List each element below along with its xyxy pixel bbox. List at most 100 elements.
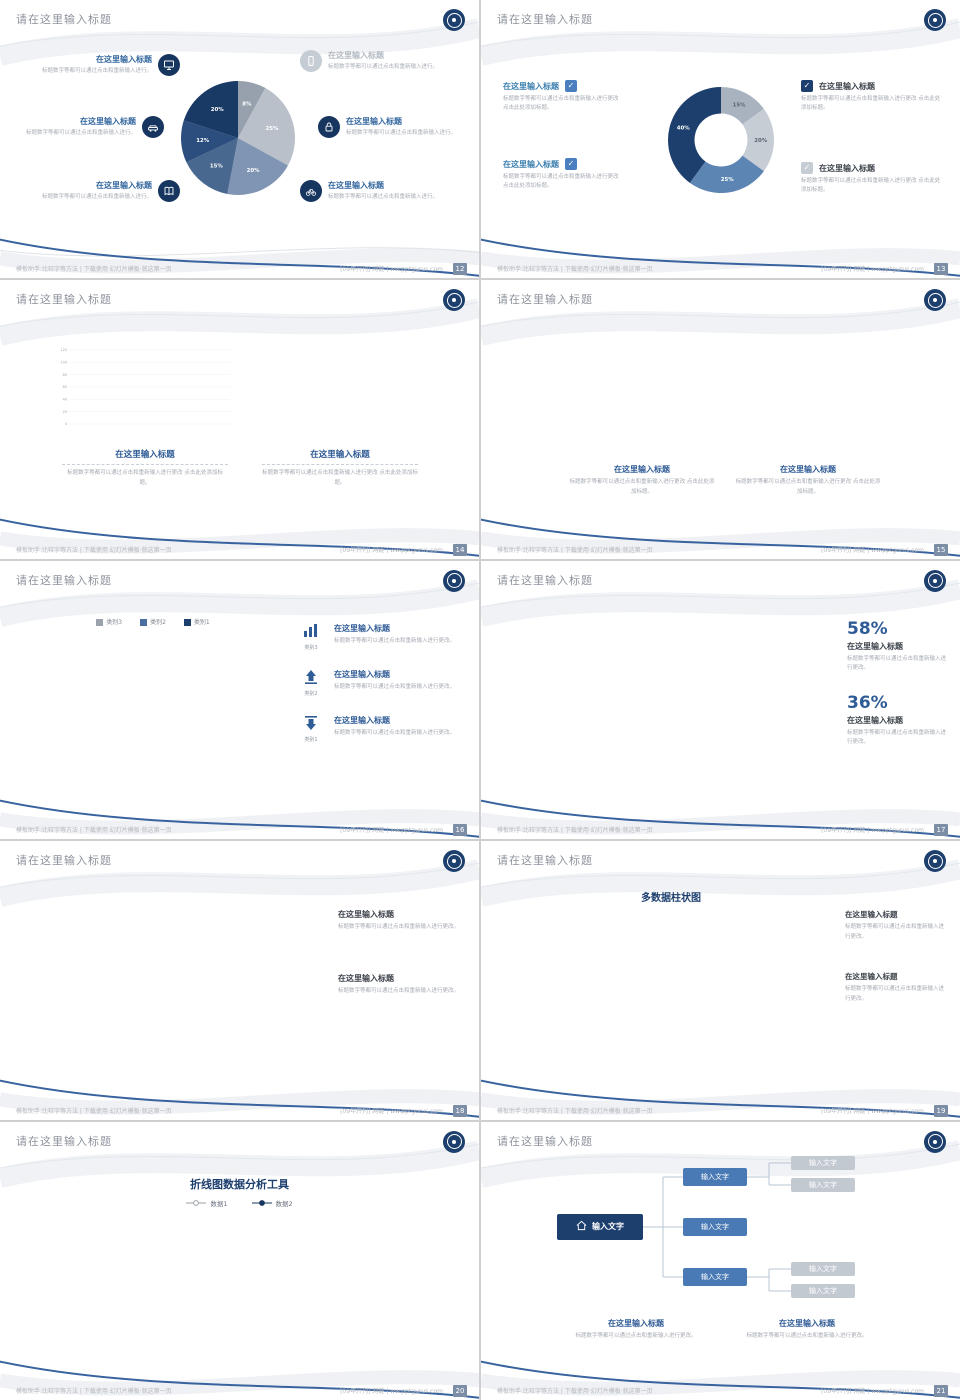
block-title: 在这里输入标题 (334, 669, 390, 679)
checkbox-icon: ✓ (801, 80, 813, 92)
checkbox-icon: ✓ (565, 80, 577, 92)
legend-item: 类别1 (183, 617, 210, 626)
callout-item: 在这里输入标题 标题数字等都可以通过点击和重新输入进行。 (300, 50, 458, 72)
footer-left-text: 模板助手:比较字等方法 | 下载使用·幻灯片模板·就这第一页 (16, 1387, 172, 1395)
block-title: 在这里输入标题 (614, 465, 670, 475)
slide-title: 请在这里输入标题 (16, 293, 112, 307)
callout-title: 在这里输入标题 (80, 117, 136, 126)
checkbox-icon: ✓ (565, 158, 577, 170)
slide-thumbnail-4[interactable]: 请在这里输入标题 在这里输入标题 标题数字等都可以通过点击和重新输入进行更改 点… (481, 280, 960, 559)
footer-right-text: [09年开刊] 网链 | ww.pptgurus.com (340, 1387, 443, 1395)
cone-chart (545, 334, 901, 446)
callout-item: 在这里输入标题 标题数字等都可以通过点击和重新输入进行。 (26, 180, 180, 202)
bar-chart (260, 342, 424, 434)
block-title: 在这里输入标题 (334, 715, 390, 725)
callout-body: 标题数字等都可以通过点击和重新输入进行。 (41, 68, 152, 74)
slide-thumbnail-5[interactable]: 请在这里输入标题 类别3 类别2 类别1 类别3 在这里输入标题 标题数字等都可… (0, 560, 479, 840)
block-title: 在这里输入标题 (608, 1318, 664, 1328)
feature-item: 类别3 在这里输入标题 标题数字等都可以通过点击和重新输入进行更改。 (296, 623, 468, 651)
slide-footer: 模板助手:比较字等方法 | 下载使用·幻灯片模板·就这第一页 [09年开刊] 网… (497, 1386, 924, 1395)
footer-left-text: 模板助手:比较字等方法 | 下载使用·幻灯片模板·就这第一页 (16, 1107, 172, 1115)
block-body: 标题数字等都可以通过点击和重新输入进行更改。 (845, 986, 945, 1002)
svg-text:15%: 15% (210, 164, 224, 170)
svg-text:12%: 12% (196, 138, 210, 144)
text-block: 在这里输入标题 标题数字等都可以通过点击和重新输入进行更改。 (338, 973, 462, 996)
svg-text:120: 120 (61, 349, 67, 353)
svg-text:100: 100 (61, 361, 67, 365)
slide-thumbnail-9[interactable]: 请在这里输入标题 折线图数据分析工具 数据1 数据2 模板助手:比较字等方法 |… (0, 1121, 479, 1400)
diagram-leaf-node: 输入文字 (791, 1261, 855, 1276)
diagram-leaf-node: 输入文字 (791, 1155, 855, 1170)
slide-footer: 模板助手:比较字等方法 | 下载使用·幻灯片模板·就这第一页 [09年开刊] 网… (16, 264, 443, 273)
block-body: 标题数字等都可以通过点击和重新输入进行更改。 (847, 655, 947, 672)
block-title: 在这里输入标题 (62, 448, 228, 466)
footer-right-text: [09年开刊] 网链 | ww.pptgurus.com (821, 266, 924, 274)
page-number: 20 (453, 1384, 467, 1397)
block-title: 在这里输入标题 (845, 910, 898, 920)
callout-title: 在这里输入标题 (96, 181, 152, 190)
block-body: 标题数字等都可以通过点击和重新输入进行更改。 (338, 988, 460, 995)
car-icon (142, 116, 164, 138)
block-title: 在这里输入标题 (819, 163, 875, 173)
slide-thumbnail-8[interactable]: 请在这里输入标题 多数据柱状图 在这里输入标题 标题数字等都可以通过点击和重新输… (481, 841, 960, 1120)
footer-right-text: [09年开刊] 网链 | ww.pptgurus.com (340, 546, 443, 554)
callout-title: 在这里输入标题 (346, 117, 402, 126)
svg-text:40: 40 (63, 398, 67, 402)
slide-thumbnail-3[interactable]: 请在这里输入标题 0 20 40 60 80 100 120 在这里输入标题 标题数字等都可… (0, 280, 479, 559)
svg-text:20: 20 (63, 410, 67, 414)
svg-text:25%: 25% (265, 126, 279, 132)
page-number: 14 (453, 543, 467, 556)
text-block: 在这里输入标题 标题数字等都可以通过点击和重新输入进行更改。 (561, 1318, 711, 1341)
block-body: 标题数字等都可以通过点击和重新输入进行更改 点击此处添加标题。 (735, 479, 881, 495)
logo-badge-icon (924, 9, 946, 31)
slide-thumbnail-6[interactable]: 请在这里输入标题 58% 在这里输入标题 标题数字等都可以通过点击和重新输入进行… (481, 560, 960, 840)
text-block: 在这里输入标题 标题数字等都可以通过点击和重新输入进行更改。 (845, 971, 947, 1004)
legend-item: 数据1 (186, 1198, 228, 1208)
block-body: 标题数字等都可以通过点击和重新输入进行更改。 (334, 683, 456, 690)
slide-thumbnail-10[interactable]: 请在这里输入标题 输入文字 输入文字 输入文字 输入文字 输入文字 输入文字 输… (481, 1121, 960, 1400)
lock-icon (318, 116, 340, 138)
footer-right-text: [09年开刊] 网链 | ww.pptgurus.com (821, 1387, 924, 1395)
block-title: 在这里输入标题 (847, 715, 903, 725)
callout-title: 在这里输入标题 (328, 51, 384, 60)
bar-chart-icon (303, 623, 319, 643)
footer-left-text: 模板助手:比较字等方法 | 下载使用·幻灯片模板·就这第一页 (497, 1107, 653, 1115)
callout-body: 标题数字等都可以通过点击和重新输入进行。 (328, 64, 439, 70)
text-block: 在这里输入标题 标题数字等都可以通过点击和重新输入进行更改。 (845, 909, 947, 942)
slide-footer: 模板助手:比较字等方法 | 下载使用·幻灯片模板·就这第一页 [09年开刊] 网… (497, 825, 924, 834)
donut-chart: 15% 20% 25% 40% (667, 86, 775, 194)
footer-right-text: [09年开刊] 网链 | ww.pptgurus.com (821, 827, 924, 835)
slide-thumbnail-2[interactable]: 请在这里输入标题 在这里输入标题 ✓ 标题数字等都可以通过点击和重新输入进行更改… (481, 0, 960, 279)
down-arrow-icon (303, 715, 319, 735)
logo-badge-icon (924, 850, 946, 873)
slide-title: 请在这里输入标题 (16, 13, 112, 26)
block-title: 在这里输入标题 (847, 641, 903, 651)
callout-body: 标题数字等都可以通过点击和重新输入进行。 (346, 130, 457, 136)
block-body: 标题数字等都可以通过点击和重新输入进行更改。 (575, 1332, 697, 1339)
svg-text:8%: 8% (242, 102, 252, 108)
block-title: 在这里输入标题 (845, 972, 898, 982)
svg-text:25%: 25% (721, 177, 735, 183)
icon-label: 类别1 (304, 736, 318, 743)
block-body: 标题数字等都可以通过点击和重新输入进行更改 点击此处添加标题。 (262, 470, 418, 486)
logo-badge-icon (443, 850, 465, 873)
slide-footer: 模板助手:比较字等方法 | 下载使用·幻灯片模板·就这第一页 [09年开刊] 网… (497, 264, 924, 273)
callout-item: 在这里输入标题 标题数字等都可以通过点击和重新输入进行。 (26, 54, 180, 76)
block-title: 在这里输入标题 (338, 974, 394, 984)
block-body: 标题数字等都可以通过点击和重新输入进行更改。 (847, 729, 947, 746)
logo-badge-icon (924, 1130, 946, 1153)
page-number: 12 (453, 263, 467, 276)
block-body: 标题数字等都可以通过点击和重新输入进行更改。 (334, 637, 456, 644)
logo-badge-icon (443, 569, 465, 592)
block-body: 标题数字等都可以通过点击和重新输入进行更改 点击此处添加标题。 (503, 96, 619, 112)
slide-thumbnail-1[interactable]: 请在这里输入标题 8% 25% 20% 15% 12% 20% 在这里输入标题 标题数字等… (0, 0, 479, 279)
legend-item: 类别2 (140, 617, 166, 626)
svg-text:0: 0 (65, 423, 67, 427)
callout-body: 标题数字等都可以通过点击和重新输入进行。 (41, 194, 152, 200)
phone-icon (300, 50, 322, 72)
slide-thumbnail-7[interactable]: 请在这里输入标题 在这里输入标题 标题数字等都可以通过点击和重新输入进行更改。 … (0, 841, 479, 1120)
block-body: 标题数字等都可以通过点击和重新输入进行更改 点击此处添加标题。 (569, 479, 715, 495)
block-title: 在这里输入标题 (503, 159, 559, 169)
slide-title: 请在这里输入标题 (497, 13, 593, 26)
slide-title: 请在这里输入标题 (16, 1134, 112, 1148)
